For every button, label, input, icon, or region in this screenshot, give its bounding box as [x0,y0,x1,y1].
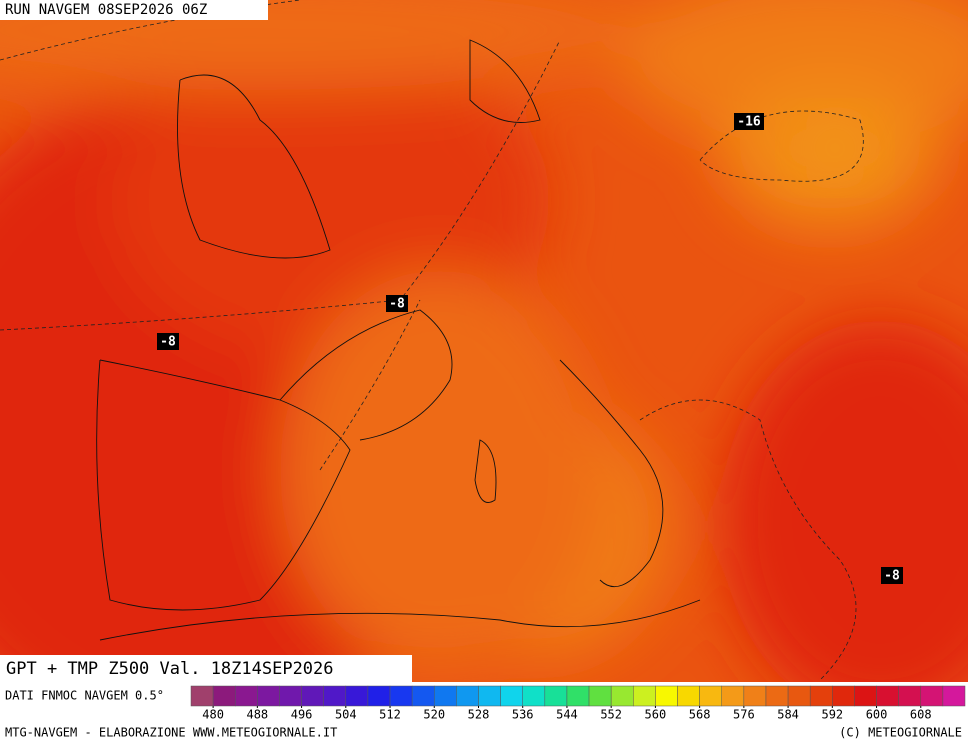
title-box [0,655,412,682]
color-box [522,685,546,707]
color-box [456,685,479,707]
color-box [655,685,678,707]
header-box [0,0,268,20]
color-box [234,685,258,707]
tick-label: 552 [600,708,622,722]
tick-label: 496 [291,708,313,722]
tick-label: 576 [733,708,755,722]
color-box [323,685,347,707]
contour-label: -16 [737,115,761,130]
tick-label: 608 [910,708,932,722]
color-box [832,685,855,707]
color-box [787,685,811,707]
color-box [367,685,391,707]
color-box [633,685,656,707]
color-box [699,685,722,707]
color-box [301,685,324,707]
color-box [279,685,302,707]
map-title: GPT + TMP Z500 Val. 18Z14SEP2026 [6,659,334,679]
color-box [743,685,767,707]
color-box [809,685,833,707]
tick-label: 600 [866,708,888,722]
color-box [610,685,634,707]
tick-label: 520 [423,708,445,722]
footer-right: (C) METEOGIORNALE [839,726,962,740]
legend-source: DATI FNMOC NAVGEM 0.5° [5,689,164,703]
tick-label: 504 [335,708,357,722]
color-box [411,685,435,707]
tick-label: 512 [379,708,401,722]
color-box [257,685,280,707]
color-box [854,685,877,707]
color-box [920,685,944,707]
color-box [566,685,590,707]
color-box [588,685,612,707]
color-box [478,685,501,707]
run-label: RUN NAVGEM 08SEP2026 06Z [5,2,207,18]
tick-label: 536 [512,708,534,722]
color-box [898,685,922,707]
color-box [434,685,457,707]
color-box [345,685,369,707]
color-box [677,685,700,707]
color-box [721,685,745,707]
tick-label: 528 [468,708,490,722]
contour-label: -8 [389,297,405,312]
tick-label: 488 [246,708,268,722]
tick-label: 480 [202,708,224,722]
tick-label: 544 [556,708,578,722]
footer-left: MTG-NAVGEM - ELABORAZIONE WWW.METEOGIORN… [5,726,337,740]
contour-label: -8 [160,335,176,350]
color-box [212,685,236,707]
color-box [942,685,966,707]
tick-label: 568 [689,708,711,722]
color-box [500,685,523,707]
color-bar: 480 488 496 504 512 520 528 536 544 552 560 568 576 5… [190,685,966,722]
contour-label: -8 [884,569,900,584]
color-box [389,685,413,707]
contour-labels: -16 -8 -8 -8 [157,113,903,584]
color-box [876,685,899,707]
tick-label: 560 [645,708,667,722]
color-box [190,685,214,707]
color-box [765,685,789,707]
tick-label: 584 [777,708,799,722]
color-box [544,685,568,707]
tick-label: 592 [821,708,843,722]
